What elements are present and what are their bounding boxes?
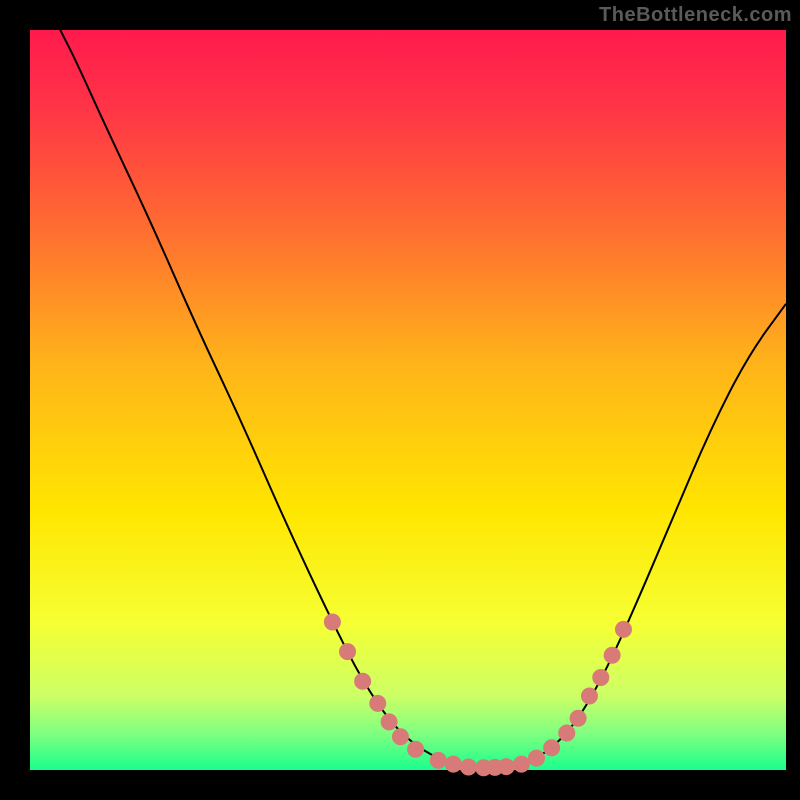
data-marker <box>615 621 631 637</box>
chart-container: TheBottleneck.com <box>0 0 800 800</box>
data-marker <box>581 688 597 704</box>
data-marker <box>593 670 609 686</box>
plot-background-gradient <box>30 30 786 770</box>
data-marker <box>381 714 397 730</box>
data-marker <box>559 725 575 741</box>
watermark-text: TheBottleneck.com <box>599 4 792 27</box>
data-marker <box>445 756 461 772</box>
data-marker <box>370 695 386 711</box>
data-marker <box>529 750 545 766</box>
data-marker <box>570 710 586 726</box>
data-marker <box>392 729 408 745</box>
data-marker <box>324 614 340 630</box>
data-marker <box>460 759 476 775</box>
data-marker <box>513 756 529 772</box>
data-marker <box>604 647 620 663</box>
data-marker <box>544 740 560 756</box>
data-marker <box>430 752 446 768</box>
data-marker <box>408 741 424 757</box>
data-marker <box>498 759 514 775</box>
bottleneck-chart <box>0 0 800 800</box>
data-marker <box>340 644 356 660</box>
data-marker <box>355 673 371 689</box>
